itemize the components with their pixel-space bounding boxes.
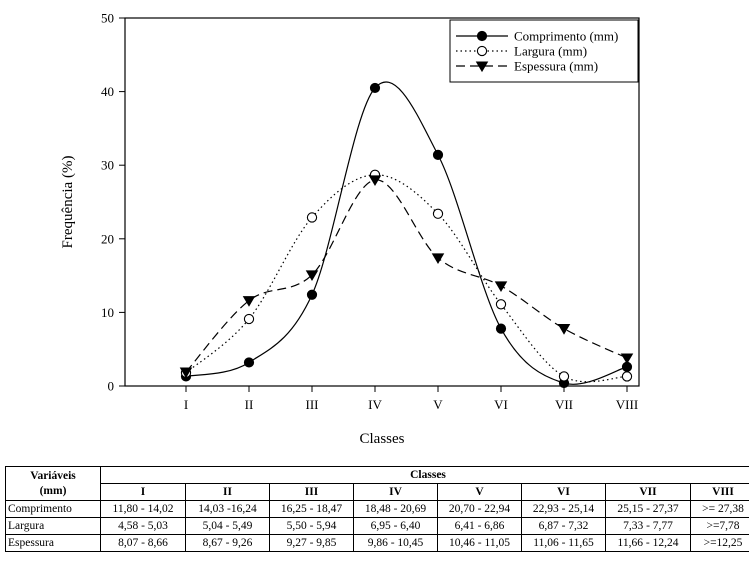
x-axis-title: Classes (360, 431, 405, 447)
data-point (305, 270, 319, 281)
table-cell: 9,27 - 9,85 (269, 534, 354, 552)
class-header-cell: II (185, 483, 270, 501)
series-1 (180, 81, 633, 389)
data-point (243, 357, 255, 368)
plot-frame (124, 17, 640, 387)
y-tick-label: 50 (101, 11, 114, 26)
table-cell: 25,15 - 27,37 (605, 500, 691, 518)
data-point (620, 353, 634, 365)
table-cell: 6,95 - 6,40 (353, 517, 438, 535)
table-cell: >=7,78 (689, 517, 749, 535)
series-line (185, 179, 628, 373)
legend: Comprimento (mm)Largura (mm)Espessura (m… (449, 19, 639, 83)
x-tick-label: VIII (616, 397, 638, 412)
data-point (306, 212, 318, 223)
table-cell: 20,70 - 22,94 (437, 500, 522, 518)
data-point (621, 371, 633, 382)
classes-header: Classes (99, 466, 749, 484)
table-cell: 11,66 - 12,24 (605, 534, 691, 552)
table-cell: 11,80 - 14,02 (100, 500, 186, 518)
data-point (495, 299, 507, 310)
table-row: Largura 4,58 - 5,03 5,04 - 5,49 5,50 - 5,94… (5, 517, 749, 535)
table-cell: 6,41 - 6,86 (437, 517, 522, 535)
table-cell: 11,06 - 11,65 (521, 534, 606, 552)
data-point (432, 149, 444, 160)
class-header-cell: I (100, 483, 186, 501)
data-point (431, 253, 445, 265)
variable-header-line1: Variáveis (30, 469, 76, 482)
legend-label: Comprimento (mm) (514, 29, 618, 44)
x-tick-label: I (184, 397, 188, 412)
data-point (242, 296, 256, 307)
table-row: Comprimento 11,80 - 14,02 14,03 -16,24 16,2… (5, 500, 749, 518)
table-cell: >=12,25 (689, 534, 749, 552)
y-tick-label: 0 (108, 379, 115, 394)
table-cell: 4,58 - 5,03 (100, 517, 186, 535)
table-cell: 5,04 - 5,49 (185, 517, 270, 535)
table-header-row-1: Variáveis (mm) Classes (5, 466, 749, 501)
x-tick-label: VI (494, 397, 508, 412)
table-cell: 10,46 - 11,05 (437, 534, 522, 552)
x-tick-label: II (245, 397, 254, 412)
data-point (494, 281, 508, 293)
y-tick-label: 30 (101, 158, 114, 173)
class-header-cell: V (437, 483, 522, 501)
variable-header: Variáveis (mm) (5, 466, 101, 501)
x-tick-label: V (433, 397, 443, 412)
data-point (495, 323, 507, 334)
y-tick-label: 20 (101, 231, 114, 246)
series-line (185, 174, 628, 383)
class-ranges-table: Variáveis (mm) Classes I II III IV V VI VII VII… (5, 466, 749, 552)
table-cell: 8,67 - 9,26 (185, 534, 270, 552)
data-point (306, 289, 318, 300)
table-row: Espessura 8,07 - 8,66 8,67 - 9,26 9,27 - 9,… (5, 534, 749, 552)
table-cell: 18,48 - 20,69 (353, 500, 438, 518)
legend-label: Largura (mm) (514, 44, 587, 59)
x-axis: I II III IV V VI VII VIII (184, 386, 638, 412)
class-header-cell: IV (353, 483, 438, 501)
table-header-row-2: I II III IV V VI VII VIII (6, 483, 749, 501)
data-point (368, 175, 382, 187)
x-tick-label: IV (368, 397, 382, 412)
table-cell: 9,86 - 10,45 (353, 534, 438, 552)
class-header-cell: III (269, 483, 354, 501)
data-point (557, 324, 571, 335)
table-cell: 22,93 - 25,14 (521, 500, 606, 518)
data-point (558, 371, 570, 382)
row-label: Espessura (5, 534, 101, 552)
table-cell: 6,87 - 7,32 (521, 517, 606, 535)
table-cell: 7,33 - 7,77 (605, 517, 691, 535)
class-header-cell: VII (605, 483, 691, 501)
legend-marker (476, 30, 488, 42)
data-point (432, 208, 444, 219)
data-point (179, 367, 193, 379)
table-cell: 8,07 - 8,66 (100, 534, 186, 552)
legend-marker (475, 61, 489, 73)
x-tick-label: VII (555, 397, 573, 412)
table-cell: >= 27,38 (689, 500, 749, 518)
x-tick-label: III (306, 397, 319, 412)
variable-header-line2: (mm) (39, 484, 67, 497)
y-axis: 0 10 20 30 40 50 (101, 11, 125, 394)
series-layer (179, 81, 634, 389)
y-tick-label: 40 (101, 84, 114, 99)
y-axis-title: Frequência (%) (60, 156, 76, 249)
class-header-cell: VIII (689, 483, 749, 501)
y-tick-label: 10 (101, 305, 114, 320)
series-line (185, 81, 628, 385)
legend-label: Espessura (mm) (514, 59, 598, 74)
data-point (243, 313, 255, 325)
row-label: Largura (5, 517, 101, 535)
class-header-cell: VI (521, 483, 606, 501)
table-cell: 16,25 - 18,47 (269, 500, 354, 518)
series-3 (179, 175, 634, 379)
table-cell: 14,03 -16,24 (185, 500, 270, 518)
legend-marker (476, 45, 488, 57)
table-cell: 5,50 - 5,94 (269, 517, 354, 535)
data-point (369, 82, 381, 94)
row-label: Comprimento (5, 500, 101, 518)
series-2 (180, 169, 633, 383)
